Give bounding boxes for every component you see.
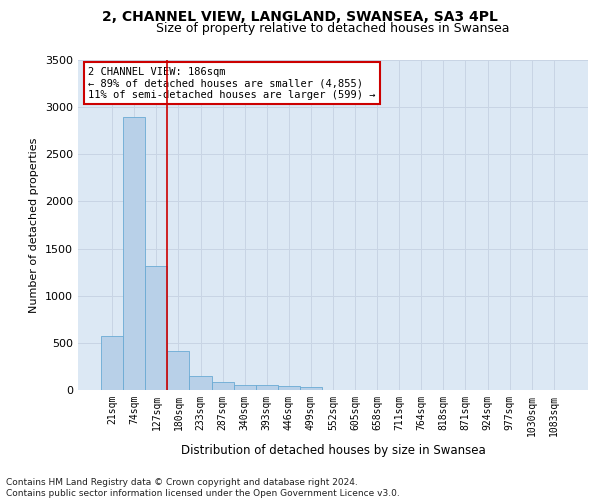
Title: Size of property relative to detached houses in Swansea: Size of property relative to detached ho…: [156, 22, 510, 35]
Bar: [123, 116, 145, 390]
Bar: [101, 336, 123, 390]
Text: 2 CHANNEL VIEW: 186sqm
← 89% of detached houses are smaller (4,855)
11% of semi-: 2 CHANNEL VIEW: 186sqm ← 89% of detached…: [88, 66, 376, 100]
Text: Contains HM Land Registry data © Crown copyright and database right 2024.
Contai: Contains HM Land Registry data © Crown c…: [6, 478, 400, 498]
Bar: [278, 386, 300, 390]
Bar: [167, 352, 190, 390]
Bar: [190, 376, 212, 390]
Bar: [300, 386, 322, 390]
Bar: [233, 385, 256, 390]
X-axis label: Distribution of detached houses by size in Swansea: Distribution of detached houses by size …: [181, 444, 485, 458]
Bar: [256, 386, 278, 390]
Y-axis label: Number of detached properties: Number of detached properties: [29, 138, 40, 312]
Text: 2, CHANNEL VIEW, LANGLAND, SWANSEA, SA3 4PL: 2, CHANNEL VIEW, LANGLAND, SWANSEA, SA3 …: [102, 10, 498, 24]
Bar: [212, 382, 233, 390]
Bar: [145, 266, 167, 390]
